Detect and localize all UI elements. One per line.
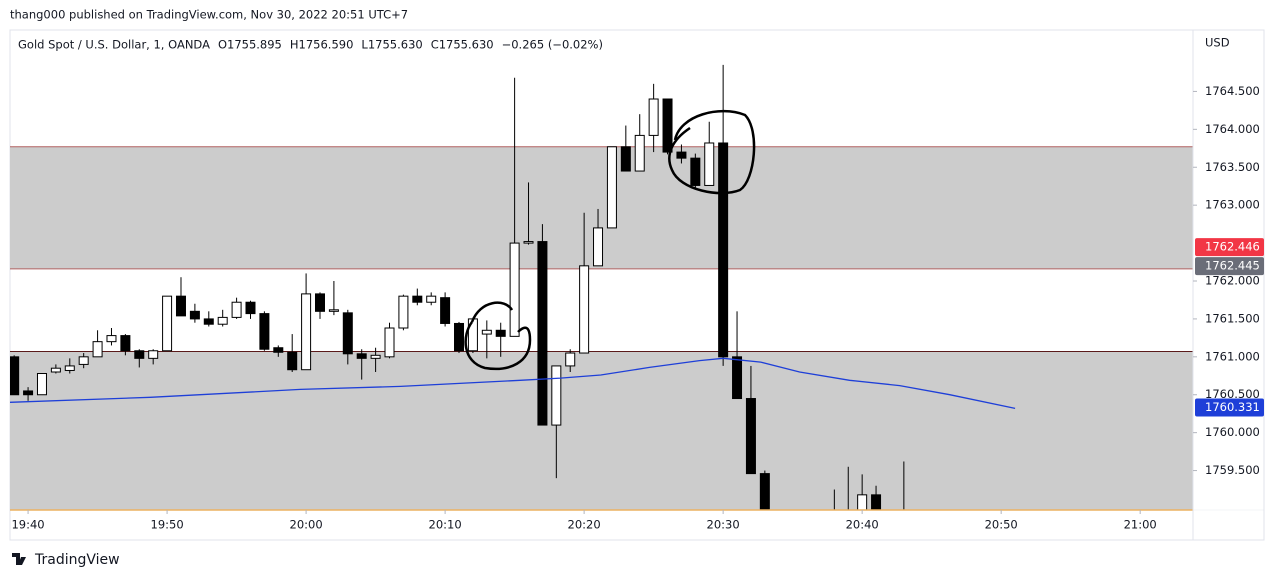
price-badge-label: 1762.445 — [1205, 259, 1260, 273]
price-badge-label: 1762.446 — [1205, 240, 1260, 254]
header: thang000 published on TradingView.com, N… — [10, 8, 408, 22]
y-tick-label: 1760.500 — [1205, 387, 1260, 401]
y-tick-label: 1764.500 — [1205, 84, 1260, 98]
candle-body — [579, 265, 590, 354]
candle-body — [203, 318, 214, 325]
candle-body — [314, 293, 325, 312]
candle-body — [189, 310, 200, 320]
candle-body — [718, 142, 729, 358]
candle-body — [301, 293, 312, 371]
candle-body — [370, 354, 381, 359]
candle-body — [412, 295, 423, 303]
price-badge — [1195, 238, 1264, 257]
legend-value: L1755.630 — [361, 38, 422, 52]
y-tick-label: 1764.000 — [1205, 122, 1260, 136]
x-tick-label: 21:00 — [1124, 518, 1157, 532]
candle-body — [454, 322, 465, 352]
annotations — [464, 110, 756, 371]
legend-value: O1755.895 — [218, 38, 282, 52]
candle-body — [259, 313, 270, 350]
candle-body — [287, 351, 298, 371]
candle-body — [620, 146, 631, 172]
candle-body — [78, 356, 89, 365]
candle-body — [523, 241, 534, 244]
candle-body — [704, 142, 715, 186]
candle-body — [50, 367, 61, 373]
candle-body — [426, 295, 437, 303]
symbol: Gold Spot / U.S. Dollar, 1, OANDA — [18, 38, 210, 52]
candle-body — [162, 295, 173, 352]
candle-body — [676, 151, 687, 159]
candle-body — [509, 242, 520, 337]
candle-body — [662, 98, 673, 153]
candle-body — [732, 356, 743, 400]
candle-body — [120, 335, 131, 352]
y-tick-label: 1763.000 — [1205, 198, 1260, 212]
candle-body — [342, 312, 353, 355]
x-tick-label: 20:10 — [429, 518, 462, 532]
candle-body — [231, 301, 242, 318]
price-badge — [1195, 257, 1264, 276]
candle-body — [245, 301, 256, 315]
currency: USD — [1205, 36, 1230, 50]
candles — [10, 64, 1016, 510]
footer-brand: TradingView — [34, 552, 120, 568]
candle-body — [565, 352, 576, 367]
y-tick-label: 1760.000 — [1205, 425, 1260, 439]
legend-value: H1756.590 — [290, 38, 354, 52]
x-tick-label: 20:20 — [568, 518, 601, 532]
candle-body — [648, 98, 659, 136]
candle-body — [398, 295, 409, 329]
logo — [12, 553, 26, 565]
price-badge-label: 1760.331 — [1205, 400, 1260, 414]
legend-value: −0.265 (−0.02%) — [502, 38, 603, 52]
candle-body — [537, 241, 548, 426]
price-badge — [1195, 398, 1264, 417]
y-tick-label: 1762.000 — [1205, 273, 1260, 287]
candle-body — [134, 350, 145, 359]
candle-body — [10, 356, 20, 396]
x-tick-label: 20:40 — [846, 518, 879, 532]
y-tick-label: 1761.500 — [1205, 311, 1260, 325]
x-tick-label: 20:50 — [985, 518, 1018, 532]
zone — [10, 351, 1193, 510]
candle-body — [356, 353, 367, 359]
candle-body — [634, 134, 645, 172]
y-tick-label: 1761.000 — [1205, 349, 1260, 363]
y-tick-label: 1763.500 — [1205, 160, 1260, 174]
x-tick-label: 20:30 — [707, 518, 740, 532]
moving-average — [10, 357, 1016, 410]
candle-body — [384, 327, 395, 358]
candle-body — [175, 295, 186, 317]
candle-body — [440, 297, 451, 324]
hand-circle — [464, 301, 532, 371]
candle-body — [871, 494, 882, 510]
x-tick-label: 19:50 — [151, 518, 184, 532]
candle-body — [593, 227, 604, 267]
candle-body — [106, 335, 117, 343]
candle-body — [745, 398, 756, 475]
candle-body — [495, 329, 506, 337]
candle-body — [606, 146, 617, 229]
candle-body — [759, 473, 770, 510]
candle-body — [551, 365, 562, 426]
candle-body — [23, 390, 34, 396]
y-tick-label: 1759.500 — [1205, 463, 1260, 477]
x-tick-label: 20:00 — [290, 518, 323, 532]
candle-body — [64, 365, 75, 371]
hand-circle — [668, 110, 756, 195]
candle-body — [328, 309, 339, 312]
candle-body — [36, 373, 47, 396]
x-tick-label: 19:40 — [11, 518, 44, 532]
candle-body — [92, 341, 103, 358]
legend-value: C1755.630 — [431, 38, 494, 52]
candle-body — [273, 347, 284, 353]
candle-body — [148, 350, 159, 359]
candle-body — [217, 316, 228, 325]
candle-body — [857, 494, 868, 510]
candle-body — [481, 329, 492, 335]
candle-body — [690, 157, 701, 186]
